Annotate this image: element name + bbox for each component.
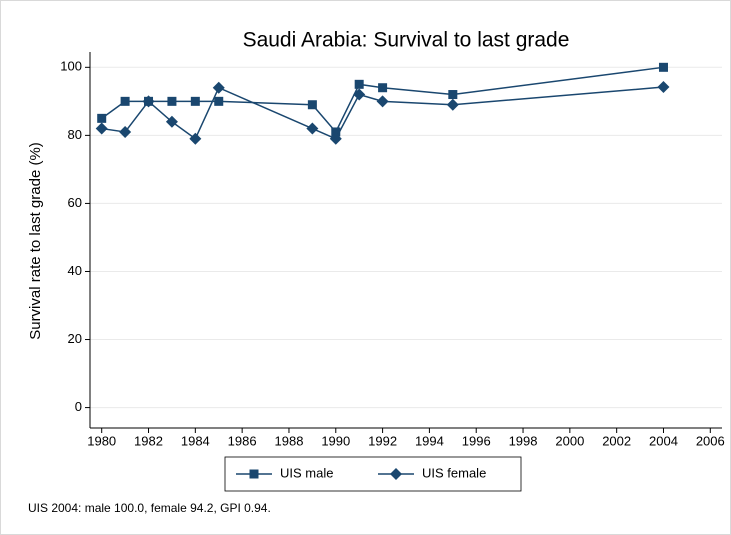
x-tick-label: 2000 [555, 433, 584, 448]
y-tick-label: 80 [68, 127, 82, 142]
y-axis-label: Survival rate to last grade (%) [27, 142, 44, 340]
y-tick-label: 40 [68, 263, 82, 278]
data-point [190, 96, 200, 106]
chart-title: Saudi Arabia: Survival to last grade [243, 29, 570, 52]
data-point [378, 83, 388, 93]
data-point [95, 122, 108, 135]
x-tick-label: 1990 [321, 433, 350, 448]
legend-marker [390, 468, 402, 480]
legend-marker [249, 469, 259, 479]
data-point [167, 96, 177, 106]
data-point [331, 127, 341, 137]
series-line [101, 86, 664, 140]
data-point [376, 95, 389, 108]
data-point [189, 132, 202, 145]
data-point [354, 79, 364, 89]
data-point [212, 81, 225, 94]
data-point [306, 122, 319, 135]
data-point [165, 115, 178, 128]
y-tick-label: 0 [75, 399, 82, 414]
x-tick-label: 1994 [415, 433, 444, 448]
x-tick-label: 1988 [275, 433, 304, 448]
data-point [119, 125, 132, 138]
y-tick-label: 100 [60, 59, 82, 74]
x-tick-label: 1980 [87, 433, 116, 448]
data-point [448, 90, 458, 100]
x-tick-label: 2004 [649, 433, 678, 448]
legend [224, 456, 522, 492]
x-tick-label: 1992 [368, 433, 397, 448]
data-point [214, 96, 224, 106]
legend-label: UIS female [422, 465, 486, 480]
data-point [658, 62, 668, 72]
data-point [329, 132, 342, 145]
data-point [353, 88, 366, 101]
x-tick-label: 1998 [509, 433, 538, 448]
data-point [307, 100, 317, 110]
x-tick-label: 1986 [228, 433, 257, 448]
data-point [657, 81, 670, 94]
x-tick-label: 1982 [134, 433, 163, 448]
y-tick-label: 60 [68, 195, 82, 210]
data-point [446, 98, 459, 111]
data-point [120, 96, 130, 106]
x-tick-label: 2002 [602, 433, 631, 448]
x-tick-label: 2006 [696, 433, 725, 448]
legend-label: UIS male [280, 465, 333, 480]
data-point [142, 95, 155, 108]
x-tick-label: 1996 [462, 433, 491, 448]
x-tick-label: 1984 [181, 433, 210, 448]
note: UIS 2004: male 100.0, female 94.2, GPI 0… [28, 501, 271, 515]
y-tick-label: 20 [68, 331, 82, 346]
data-point [97, 113, 107, 123]
